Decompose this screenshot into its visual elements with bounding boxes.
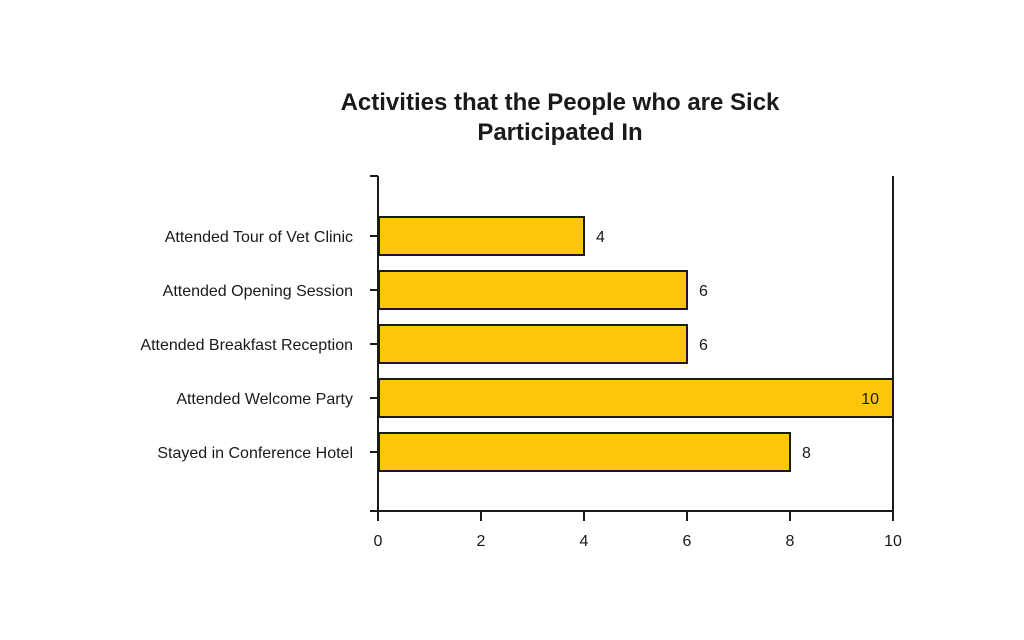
chart-title: Activities that the People who are Sick … <box>0 88 1024 148</box>
chart-title-line-2: Participated In <box>477 119 643 146</box>
x-tick-label: 0 <box>374 533 383 550</box>
bar-value-label: 4 <box>596 229 605 246</box>
x-tick-label: 6 <box>683 533 692 550</box>
category-label: Attended Opening Session <box>163 283 353 300</box>
bar-value-label: 6 <box>699 283 708 300</box>
bar-value-label: 8 <box>802 445 811 462</box>
category-label: Stayed in Conference Hotel <box>157 445 353 462</box>
bar <box>378 324 688 364</box>
x-tick-label: 2 <box>477 533 486 550</box>
bar <box>378 432 791 472</box>
x-tick-label: 10 <box>884 533 902 550</box>
bar <box>378 378 894 418</box>
bar-value-label: 6 <box>699 337 708 354</box>
category-label: Attended Tour of Vet Clinic <box>165 229 353 246</box>
x-tick-label: 8 <box>786 533 795 550</box>
category-label: Attended Welcome Party <box>176 391 353 408</box>
category-label: Attended Breakfast Reception <box>140 337 353 354</box>
bar <box>378 270 688 310</box>
bar <box>378 216 585 256</box>
chart-title-line-1: Activities that the People who are Sick <box>340 89 780 116</box>
bar-value-label: 10 <box>861 391 879 408</box>
x-tick-label: 4 <box>580 533 589 550</box>
